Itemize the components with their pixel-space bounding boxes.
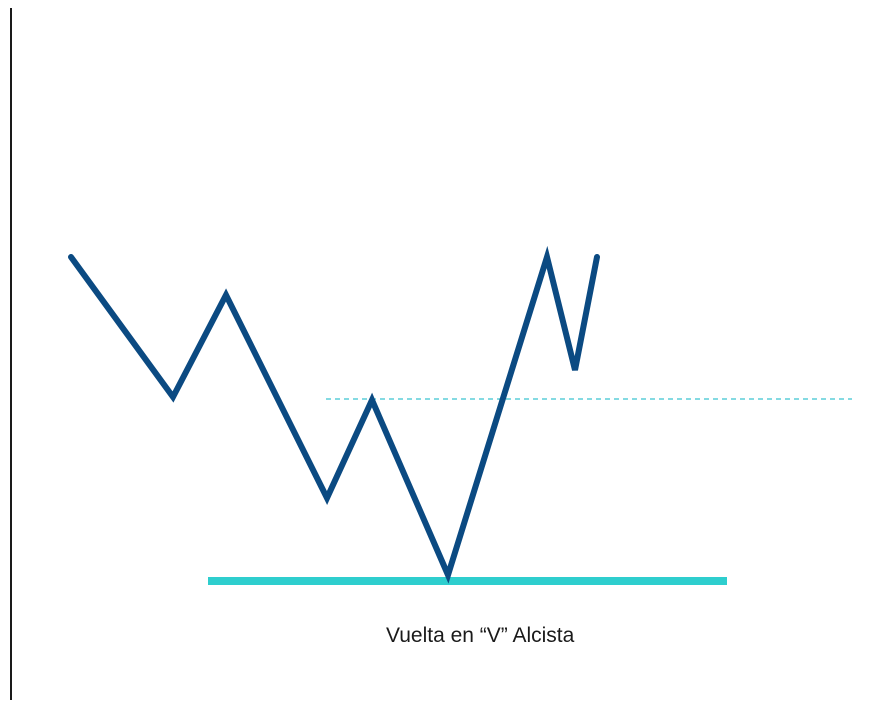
diagram-caption: Vuelta en “V” Alcista <box>386 624 575 647</box>
price-zigzag-line <box>68 245 600 584</box>
